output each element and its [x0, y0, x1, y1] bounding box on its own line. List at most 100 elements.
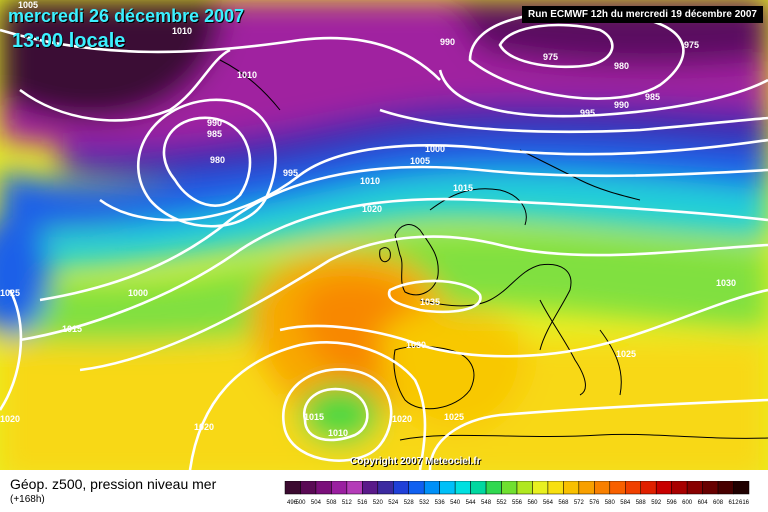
- isobar-label: 1000: [128, 288, 148, 298]
- isobar-label: 975: [543, 52, 558, 62]
- legend-swatch: [377, 481, 394, 495]
- legend-tick-label: 616: [739, 500, 750, 506]
- legend-tick-label: 612: [729, 500, 740, 506]
- legend-swatch: [671, 481, 688, 495]
- legend-swatch: [439, 481, 456, 495]
- isobar-label: 975: [684, 40, 699, 50]
- legend-tick-label: 580: [605, 500, 616, 506]
- legend-swatch: [733, 481, 750, 495]
- geopotential-map: 1005 1010 990 975 975 1010 980 985 990 9…: [0, 0, 768, 470]
- legend-tick-label: 552: [497, 500, 508, 506]
- isobar-label: 1020: [194, 422, 214, 432]
- legend-tick-label: 536: [435, 500, 446, 506]
- isobar-label: 1015: [62, 324, 82, 334]
- legend-tick-label: 508: [326, 500, 337, 506]
- isobar-label: 1010: [328, 428, 348, 438]
- forecast-date: mercredi 26 décembre 2007: [8, 6, 245, 26]
- legend-swatch: [532, 481, 549, 495]
- legend-swatch: [408, 481, 425, 495]
- isobar-label: 1025: [0, 288, 20, 298]
- legend-tick-label: 592: [651, 500, 662, 506]
- isobar-label: 1000: [425, 144, 445, 154]
- legend-swatch: [655, 481, 672, 495]
- copyright-notice: Copyright 2007 Meteociel.fr: [350, 456, 481, 467]
- isobar-label: 1030: [716, 278, 736, 288]
- isobar-label: 1025: [444, 412, 464, 422]
- isobar-label: 1025: [616, 349, 636, 359]
- legend-tick-label: 588: [636, 500, 647, 506]
- isobar-label: 1015: [304, 412, 324, 422]
- legend-tick-label: 496: [287, 500, 298, 506]
- legend-tick-label: 560: [527, 500, 538, 506]
- legend-tick-label: 604: [698, 500, 709, 506]
- isobars: [0, 10, 768, 470]
- legend-swatch: [547, 481, 564, 495]
- isobar-label: 990: [614, 100, 629, 110]
- isobar-label: 1035: [420, 297, 440, 307]
- isobar-label: 995: [283, 168, 298, 178]
- legend-swatch: [470, 481, 487, 495]
- legend-swatch: [640, 481, 657, 495]
- legend-swatch: [516, 481, 533, 495]
- legend-tick-label: 596: [667, 500, 678, 506]
- isobar-label: 1015: [453, 183, 473, 193]
- legend-swatch: [578, 481, 595, 495]
- isobar-label: 1020: [362, 204, 382, 214]
- legend-tick-label: 556: [512, 500, 523, 506]
- isobar-label: 1010: [172, 26, 192, 36]
- legend-tick-label: 532: [419, 500, 430, 506]
- legend-tick-label: 600: [682, 500, 693, 506]
- legend-swatch: [346, 481, 363, 495]
- isobar-label: 1020: [392, 414, 412, 424]
- legend-tick-label: 544: [466, 500, 477, 506]
- forecast-time: 13:00 locale: [12, 30, 126, 52]
- legend-tick-label: 524: [388, 500, 399, 506]
- legend-swatch: [609, 481, 626, 495]
- legend-tick-label: 608: [713, 500, 724, 506]
- legend-swatch: [594, 481, 611, 495]
- legend-tick-label: 504: [311, 500, 322, 506]
- footer-bar: Géop. z500, pression niveau mer (+168h) …: [0, 470, 768, 512]
- legend-tick-label: 568: [558, 500, 569, 506]
- isobar-label: 985: [207, 129, 222, 139]
- isobar-labels: 1005 1010 990 975 975 1010 980 985 990 9…: [0, 0, 736, 438]
- legend-tick-label: 584: [620, 500, 631, 506]
- run-info: Run ECMWF 12h du mercredi 19 décembre 20…: [522, 6, 763, 23]
- legend-swatch: [501, 481, 518, 495]
- legend-tick-label: 516: [357, 500, 368, 506]
- legend-tick-label: 564: [543, 500, 554, 506]
- legend-swatch: [454, 481, 471, 495]
- legend-swatch: [686, 481, 703, 495]
- isobar-label: 985: [645, 92, 660, 102]
- legend-tick-label: 576: [589, 500, 600, 506]
- legend-tick-label: 520: [373, 500, 384, 506]
- isobar-label: 1020: [0, 414, 20, 424]
- isobar-label: 980: [210, 155, 225, 165]
- legend-swatch: [717, 481, 734, 495]
- legend-swatch: [423, 481, 440, 495]
- legend-swatch: [625, 481, 641, 495]
- legend-tick-label: 572: [574, 500, 585, 506]
- legend-swatch: [315, 481, 332, 495]
- legend-swatch: [284, 481, 301, 495]
- legend-swatch: [485, 481, 502, 495]
- isobar-label: 1010: [360, 176, 380, 186]
- isobar-label: 1030: [406, 340, 426, 350]
- parameter-label: Géop. z500, pression niveau mer: [10, 476, 217, 492]
- isobar-label: 1010: [237, 70, 257, 80]
- legend-tick-label: 512: [342, 500, 353, 506]
- legend-tick-label: 540: [450, 500, 461, 506]
- isobar-label: 990: [207, 118, 222, 128]
- legend-swatch: [702, 481, 719, 495]
- legend-swatch: [362, 481, 379, 495]
- lead-time-label: (+168h): [10, 494, 45, 505]
- isobar-label: 980: [614, 61, 629, 71]
- isobar-label: 990: [440, 37, 455, 47]
- legend-swatch: [563, 481, 580, 495]
- legend-tick-label: 528: [404, 500, 415, 506]
- isobar-label: 995: [580, 108, 595, 118]
- isobar-label: 1005: [410, 156, 430, 166]
- legend-swatch: [393, 481, 409, 495]
